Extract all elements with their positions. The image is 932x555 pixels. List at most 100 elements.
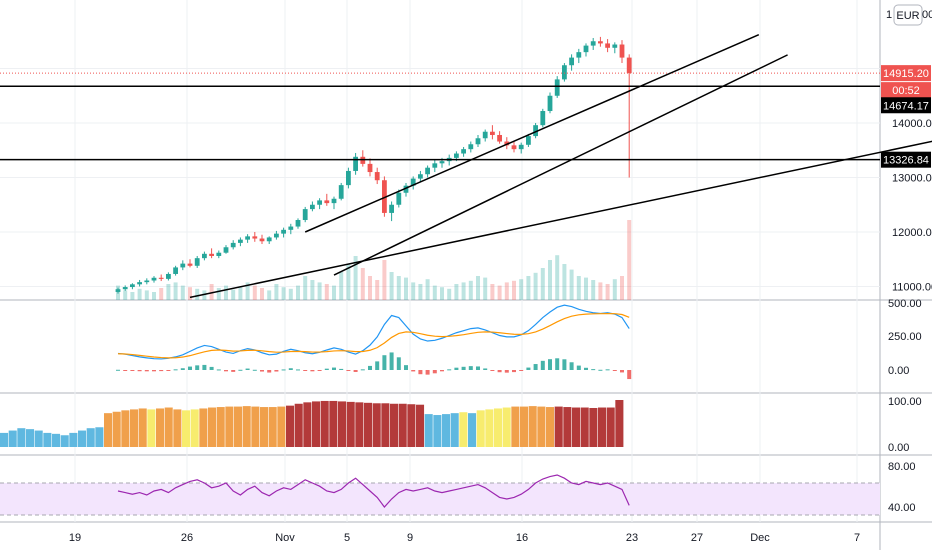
volume-bar	[144, 290, 149, 300]
hist-bin	[216, 407, 225, 447]
candle-body	[158, 277, 164, 279]
hist-bin	[60, 435, 69, 447]
candle-body	[540, 111, 546, 126]
volume-bar	[216, 288, 221, 300]
macd-hist-bar	[281, 369, 286, 371]
candle	[374, 167, 380, 185]
last-price-badge-bg	[881, 65, 931, 82]
volume-bar	[476, 276, 480, 300]
hist-bin	[164, 407, 173, 447]
volume-bar	[396, 276, 401, 300]
currency-badge[interactable]: EUR	[893, 4, 923, 26]
macd-hist-bar	[353, 370, 358, 372]
macd-hist-bar	[360, 369, 365, 371]
hist-bin	[329, 400, 338, 447]
macd-hist-bar	[598, 369, 603, 371]
macd-hist-bar	[231, 370, 236, 372]
volume-bar	[267, 290, 272, 300]
candle-body	[619, 44, 625, 58]
candle-body	[209, 253, 214, 256]
volume-bar	[519, 279, 524, 300]
candle-body	[353, 156, 358, 171]
price-tick-label: 14000.00	[892, 118, 932, 130]
candle-body	[202, 253, 207, 259]
macd-hist-bar	[576, 365, 581, 370]
macd-hist-bar	[252, 369, 257, 371]
hist-bin	[485, 409, 494, 447]
rsi-line	[117, 474, 630, 508]
hist-bin	[138, 408, 147, 447]
macd-hist-bar	[123, 370, 128, 371]
hist-bin	[537, 406, 546, 447]
hist-bin	[121, 410, 130, 447]
candle	[403, 182, 409, 197]
candle-body	[346, 170, 351, 186]
hist-bin	[416, 404, 425, 447]
volume-bar	[375, 280, 380, 300]
macd-hist-bar	[432, 370, 437, 374]
volume-bar	[202, 290, 207, 300]
candle-body	[461, 149, 466, 154]
volume-bar	[562, 264, 567, 300]
candle	[367, 158, 373, 177]
x-tick-label: 26	[181, 532, 193, 544]
macd-hist-bar	[166, 370, 171, 371]
candle	[331, 196, 337, 210]
candle-body	[418, 174, 423, 179]
macd-hist-bar	[612, 370, 617, 371]
hist-bin	[606, 407, 615, 447]
volume-bar	[504, 282, 509, 300]
candle	[158, 274, 164, 282]
candle-body	[367, 163, 373, 173]
hist-bin	[615, 400, 624, 447]
volume-bar	[296, 285, 300, 300]
trendline	[189, 140, 932, 299]
countdown-badge-text: 00:52	[892, 85, 920, 97]
candle-body	[454, 153, 459, 158]
candle	[187, 259, 193, 268]
candle	[166, 272, 171, 281]
macd-hist-bar	[389, 352, 394, 370]
candle-body	[331, 198, 337, 204]
hist-bin	[468, 413, 477, 447]
hist-bin	[277, 406, 286, 447]
hist-bin	[225, 406, 234, 447]
macd-hist-bar	[476, 366, 480, 370]
price-tick-label: 13000.00	[892, 173, 932, 185]
hist-tick-label: 100.00	[888, 396, 922, 408]
hist-bin	[338, 401, 347, 447]
volume-bar	[454, 284, 459, 300]
candle	[533, 123, 538, 139]
macd-hist-bar	[447, 369, 452, 371]
macd-hist-bar	[238, 369, 243, 371]
volume-bar	[533, 272, 538, 300]
candle	[418, 170, 423, 182]
volume-bar	[368, 276, 372, 300]
volume-bar	[605, 284, 610, 300]
macd-hist-bar	[260, 370, 264, 372]
candle-body	[130, 284, 135, 288]
candle	[238, 237, 243, 247]
hist-bin	[407, 404, 416, 447]
hist-bin	[86, 428, 95, 447]
hist-bin	[26, 429, 35, 447]
currency-badge-box	[893, 4, 923, 26]
candle-body	[439, 161, 445, 164]
candle	[252, 232, 258, 242]
macd-hist-bar	[504, 370, 509, 373]
macd-hist-bar	[605, 369, 610, 371]
rsi-tick-label: 40.00	[888, 502, 916, 514]
volume-bar	[245, 282, 250, 300]
candle-body	[288, 226, 294, 230]
candle	[576, 48, 582, 64]
volume-bar	[231, 289, 236, 300]
level-1-badge-text: 14674.17	[883, 100, 929, 112]
volume-bar	[576, 276, 581, 300]
x-tick-label: 16	[516, 532, 528, 544]
candle-body	[511, 145, 517, 150]
macd-hist-bar	[209, 366, 214, 370]
rsi-tick-label: 80.00	[888, 461, 916, 473]
candle	[223, 245, 229, 254]
candle	[504, 137, 510, 150]
candle	[590, 37, 596, 50]
